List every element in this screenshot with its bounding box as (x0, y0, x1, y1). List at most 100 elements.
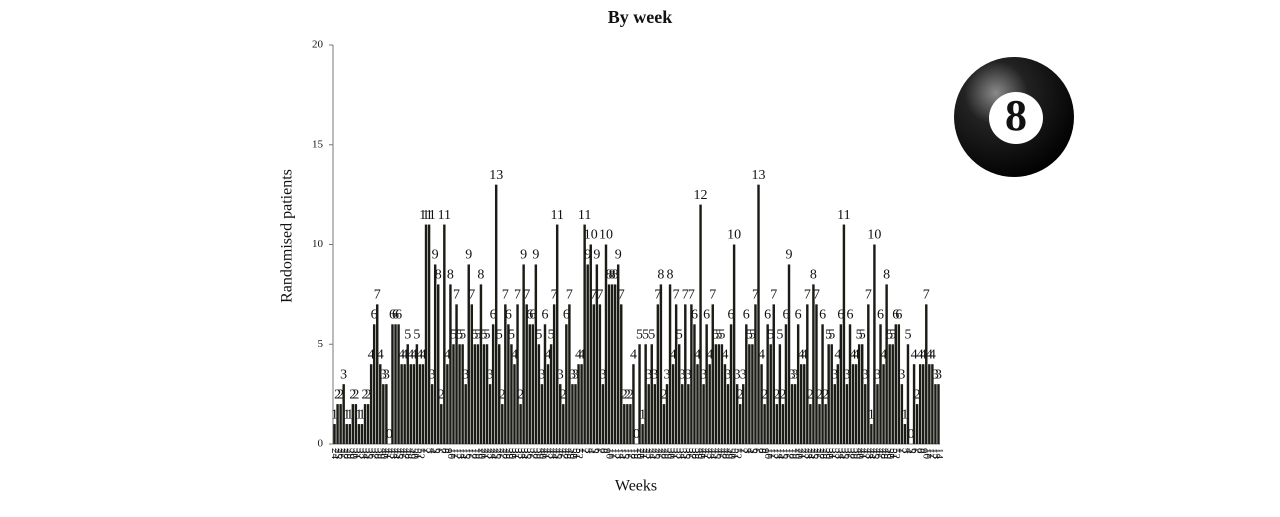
bar (738, 404, 742, 444)
bar (620, 304, 623, 444)
x-tick-label: 4 (585, 448, 597, 454)
bar (812, 284, 815, 444)
x-tick-label: 7 (912, 448, 924, 454)
bar (543, 324, 547, 444)
data-label: 5 (484, 327, 491, 342)
x-tick-label: 17 (625, 448, 637, 460)
data-label: 2 (624, 387, 631, 402)
x-tick-label: 15 (619, 448, 631, 460)
x-tick-label: 49 (722, 448, 734, 460)
x-tick-label: 23 (485, 448, 497, 460)
x-tick-label: 30 (823, 448, 835, 460)
bar (638, 344, 641, 444)
data-label: 3 (645, 367, 652, 382)
bar (796, 324, 800, 444)
bar (687, 384, 690, 444)
data-label: 4 (721, 347, 728, 362)
ball-label-disc (989, 92, 1043, 144)
bar (806, 304, 809, 444)
bar (735, 384, 739, 444)
bar (632, 364, 635, 444)
data-label: 5 (889, 327, 896, 342)
x-tick-label: 24 (805, 448, 817, 460)
bar (677, 344, 681, 444)
bar (379, 364, 382, 444)
data-label: 5 (856, 327, 863, 342)
bar (470, 304, 474, 444)
x-tick-label: 46 (872, 448, 884, 460)
x-tick-label: 51 (570, 448, 582, 459)
data-label: 4 (578, 347, 585, 362)
bar (696, 364, 699, 444)
x-tick-label: 40 (695, 448, 707, 460)
bar (568, 304, 571, 444)
data-label: 4 (398, 347, 405, 362)
x-tick-label: 44 (866, 448, 878, 460)
x-tick-label: 6 (750, 448, 762, 454)
x-tick-label: 49 (881, 448, 893, 460)
x-tick-label: 25 (808, 448, 820, 460)
x-tick-label: 32 (671, 448, 683, 459)
x-tick-label: 22 (482, 448, 494, 459)
x-tick-label: 33 (674, 448, 686, 460)
data-label: 1 (868, 407, 875, 422)
x-tick-label: 8 (439, 448, 451, 454)
bar (668, 284, 672, 444)
x-tick-label: 12 (927, 448, 939, 459)
data-label: 5 (535, 327, 542, 342)
x-tick-label: 18 (469, 448, 481, 460)
x-tick-label: 52 (414, 448, 426, 459)
x-tick-label: 15 (777, 448, 789, 460)
x-tick-label: 38 (848, 448, 860, 460)
bar (894, 324, 897, 444)
bar (684, 304, 687, 444)
bar (763, 404, 766, 444)
x-tick-label: 8 (597, 448, 609, 454)
x-tick-label: 14 (933, 448, 945, 460)
x-tick-label: 14 (616, 448, 628, 460)
x-tick-label: 7 (594, 448, 606, 454)
bar (860, 344, 864, 444)
bar (891, 344, 894, 444)
bar (818, 404, 821, 444)
x-tick-label: 40 (536, 448, 548, 460)
data-label: 8 (609, 268, 616, 283)
x-tick-label: 5 (430, 448, 442, 454)
bar (925, 304, 928, 444)
data-label: 3 (898, 367, 905, 382)
data-label: 5 (776, 327, 783, 342)
data-label: 5 (404, 327, 411, 342)
bar (699, 204, 702, 444)
data-label: 2 (807, 387, 814, 402)
data-label: 6 (764, 308, 771, 323)
data-label: 6 (392, 308, 399, 323)
data-label: 7 (551, 288, 558, 303)
bar (900, 384, 904, 444)
bar (705, 324, 708, 444)
data-label: 5 (859, 327, 866, 342)
x-tick-label: 50 (884, 448, 896, 460)
x-tick-label: 3 (899, 448, 911, 454)
data-label: 5 (648, 327, 655, 342)
data-label: 3 (679, 367, 686, 382)
x-tick-label: 47 (875, 448, 887, 460)
data-label: 2 (737, 387, 744, 402)
bar (745, 324, 748, 444)
bar (348, 424, 351, 444)
x-tick-label: 11 (607, 448, 619, 459)
data-label: 6 (743, 308, 750, 323)
bar (443, 224, 446, 444)
data-label: 8 (612, 268, 619, 283)
bar (452, 344, 455, 444)
bar (342, 384, 345, 444)
bar (867, 304, 870, 444)
x-tick-label: 1 (893, 448, 905, 454)
bar (610, 284, 614, 444)
x-tick-label: 24 (646, 448, 658, 460)
data-label: 0 (633, 427, 640, 442)
x-tick-label: 24 (329, 448, 341, 460)
x-tick-label: 10 (921, 448, 933, 460)
data-label: 3 (862, 367, 869, 382)
data-label: 4 (706, 347, 713, 362)
data-label: 6 (490, 308, 497, 323)
